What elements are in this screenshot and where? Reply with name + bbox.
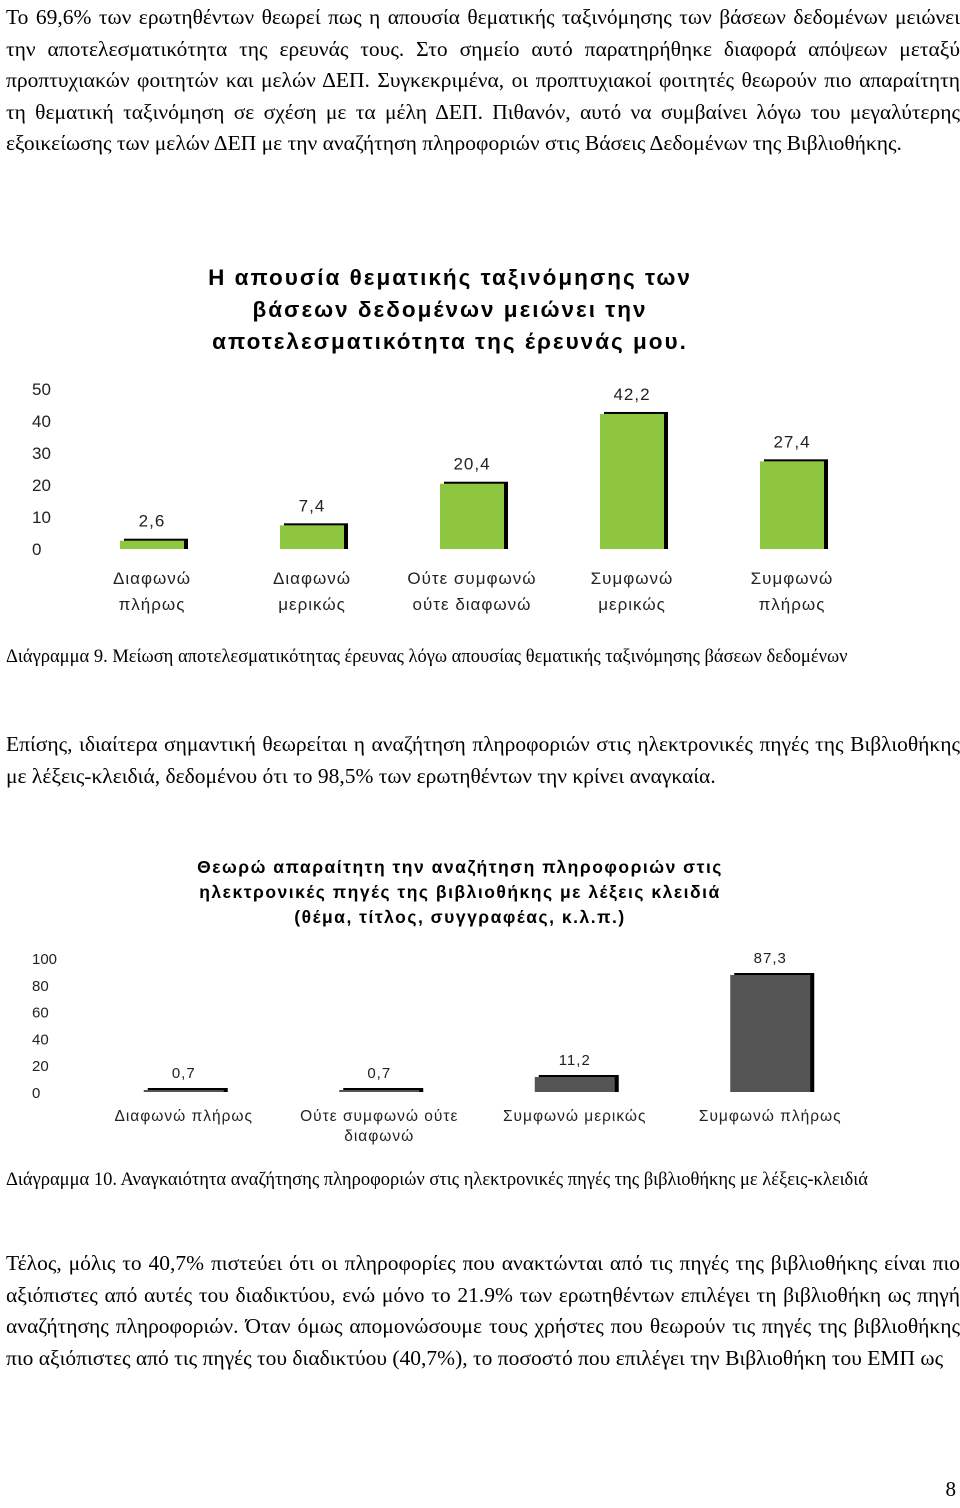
bar-value-label: 11,2	[559, 1052, 591, 1069]
y-tick-label: 0	[32, 1085, 40, 1102]
category-label: Συμφωνώ πλήρως	[699, 1108, 842, 1125]
bar	[534, 1076, 615, 1092]
bar	[280, 525, 344, 549]
middle-paragraph: Επίσης, ιδιαίτερα σημαντική θεωρείται η …	[6, 732, 960, 788]
chart-1-title-line: βάσεων δεδομένων μειώνει την	[252, 297, 648, 322]
category-label: Ούτε συμφωνώ ούτε	[300, 1108, 458, 1125]
chart-2-title-line: Θεωρώ απαραίτητη την αναζήτηση πληροφορι…	[197, 857, 723, 877]
bar-value-label: 20,4	[453, 455, 490, 474]
bar-value-label: 27,4	[773, 432, 810, 451]
category-label: μερικώς	[278, 595, 346, 614]
bar	[143, 1090, 224, 1092]
bar	[730, 975, 811, 1092]
y-tick-label: 30	[32, 444, 51, 463]
bar-value-label: 2,6	[139, 512, 166, 531]
bar-value-label: 7,4	[299, 496, 326, 515]
intro-paragraph: Το 69,6% των ερωτηθέντων θεωρεί πως η απ…	[6, 5, 960, 155]
y-tick-label: 60	[32, 1005, 49, 1022]
chart-1-plot: 0 10 20 30 40 50 2,6 Διαφωνώ πλήρως 7,4 Διαφωνώ μερ…	[32, 380, 834, 614]
category-label: μερικώς	[598, 595, 666, 614]
category-label: Συμφωνώ μερικώς	[503, 1108, 647, 1125]
category-label: Συμφωνώ	[591, 569, 674, 588]
y-tick-label: 20	[32, 1058, 49, 1075]
category-label: πλήρως	[119, 595, 186, 614]
category-label: Διαφωνώ	[273, 569, 351, 588]
bar-value-label: 87,3	[754, 950, 787, 967]
category-label: Διαφωνώ	[113, 569, 191, 588]
chart-2-title-line: ηλεκτρονικές πηγές της βιβλιοθήκης με λέ…	[199, 882, 721, 902]
y-tick-label: 20	[32, 476, 51, 495]
y-tick-label: 40	[32, 412, 51, 431]
bar-value-label: 42,2	[613, 385, 650, 404]
y-tick-label: 0	[32, 540, 41, 559]
chart-2-title-line: (θέμα, τίτλος, συγγραφέας, κ.λ.π.)	[294, 907, 626, 927]
bar	[760, 461, 824, 549]
closing-paragraph: Τέλος, μόλις το 40,7% πιστεύει ότι οι πλ…	[6, 1251, 960, 1370]
chart-diagram-10: Θεωρώ απαραίτητη την αναζήτηση πληροφορι…	[0, 855, 960, 1155]
bar-value-label: 0,7	[367, 1065, 391, 1082]
page-number: 8	[945, 1477, 957, 1501]
chart-1-title-line: Η απουσία θεματικής ταξινόμησης των	[208, 265, 692, 290]
bar	[600, 413, 664, 549]
chart-2-title: Θεωρώ απαραίτητη την αναζήτηση πληροφορι…	[80, 855, 840, 930]
bar-value-label: 0,7	[172, 1065, 196, 1082]
chart-1-title-line: αποτελεσματικότητα της έρευνάς μου.	[212, 329, 688, 354]
chart-diagram-9: Η απουσία θεματικής ταξινόμησης των βάσε…	[0, 262, 960, 632]
category-label: Ούτε συμφωνώ	[407, 569, 536, 588]
chart-2-plot: 0 20 40 60 80 100 0,7 Διαφωνώ πλήρως 0,7 Ούτε συμ…	[32, 950, 842, 1145]
caption-diagram-10: Διάγραμμα 10. Αναγκαιότητα αναζήτησης πλ…	[6, 1170, 868, 1190]
y-tick-label: 80	[32, 978, 49, 995]
chart-1-title: Η απουσία θεματικής ταξινόμησης των βάσε…	[140, 262, 760, 358]
category-label: Συμφωνώ	[751, 569, 834, 588]
category-label: πλήρως	[759, 595, 826, 614]
category-label: Διαφωνώ πλήρως	[114, 1108, 253, 1125]
category-label: ούτε διαφωνώ	[413, 595, 532, 614]
y-tick-label: 10	[32, 508, 51, 527]
caption-diagram-9: Διάγραμμα 9. Μείωση αποτελεσματικότητας …	[6, 647, 848, 667]
y-tick-label: 40	[32, 1031, 49, 1048]
y-tick-label: 100	[32, 951, 57, 968]
y-tick-label: 50	[32, 380, 51, 399]
bar	[339, 1090, 420, 1092]
bar	[120, 540, 184, 549]
category-label: διαφωνώ	[344, 1128, 414, 1145]
bar	[440, 483, 504, 549]
